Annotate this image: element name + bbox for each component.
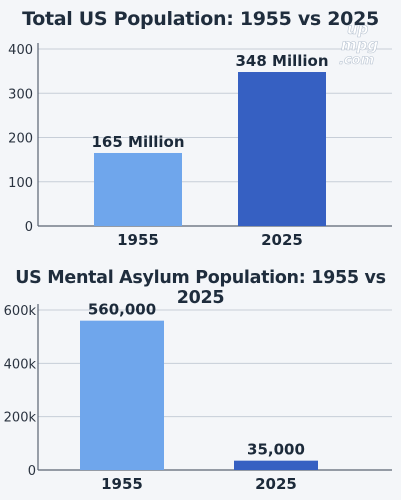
y-tick-label: 0 — [25, 220, 33, 235]
chart-2-title: US Mental Asylum Population: 1955 vs 202… — [15, 268, 386, 308]
bar-2025 — [238, 72, 326, 226]
y-tick-label: 400k — [4, 357, 37, 372]
chart-2-plot: 0 200k 400k 600k 560,000 1955 35,000 2025 — [4, 301, 392, 493]
data-label: 35,000 — [247, 441, 305, 459]
svg-text:.com: .com — [339, 53, 374, 68]
y-tick-label: 100 — [8, 176, 33, 191]
x-category-label: 1955 — [117, 231, 159, 248]
y-tick-label: 200 — [8, 132, 33, 147]
x-category-label: 1955 — [101, 475, 143, 493]
y-tick-label: 600k — [4, 304, 37, 319]
data-label: 348 Million — [235, 52, 328, 70]
chart-1-title: Total US Population: 1955 vs 2025 — [22, 8, 379, 30]
svg-text:mpg: mpg — [341, 36, 378, 54]
y-tick-label: 400 — [8, 43, 33, 58]
data-label: 165 Million — [91, 133, 184, 151]
watermark-logo: up mpg .com — [339, 20, 379, 68]
svg-text:up: up — [347, 20, 369, 38]
x-category-label: 2025 — [261, 231, 303, 248]
chart-1-plot: 0 100 200 300 400 165 Million 1955 348 Million 2… — [8, 43, 392, 248]
data-label: 560,000 — [88, 301, 156, 319]
bar-2025 — [234, 460, 318, 470]
bar-1955 — [94, 152, 182, 226]
bar-1955 — [80, 320, 164, 470]
y-tick-label: 200k — [4, 411, 37, 426]
y-tick-label: 300 — [8, 87, 33, 102]
y-tick-label: 0 — [28, 464, 36, 479]
x-category-label: 2025 — [255, 475, 297, 493]
